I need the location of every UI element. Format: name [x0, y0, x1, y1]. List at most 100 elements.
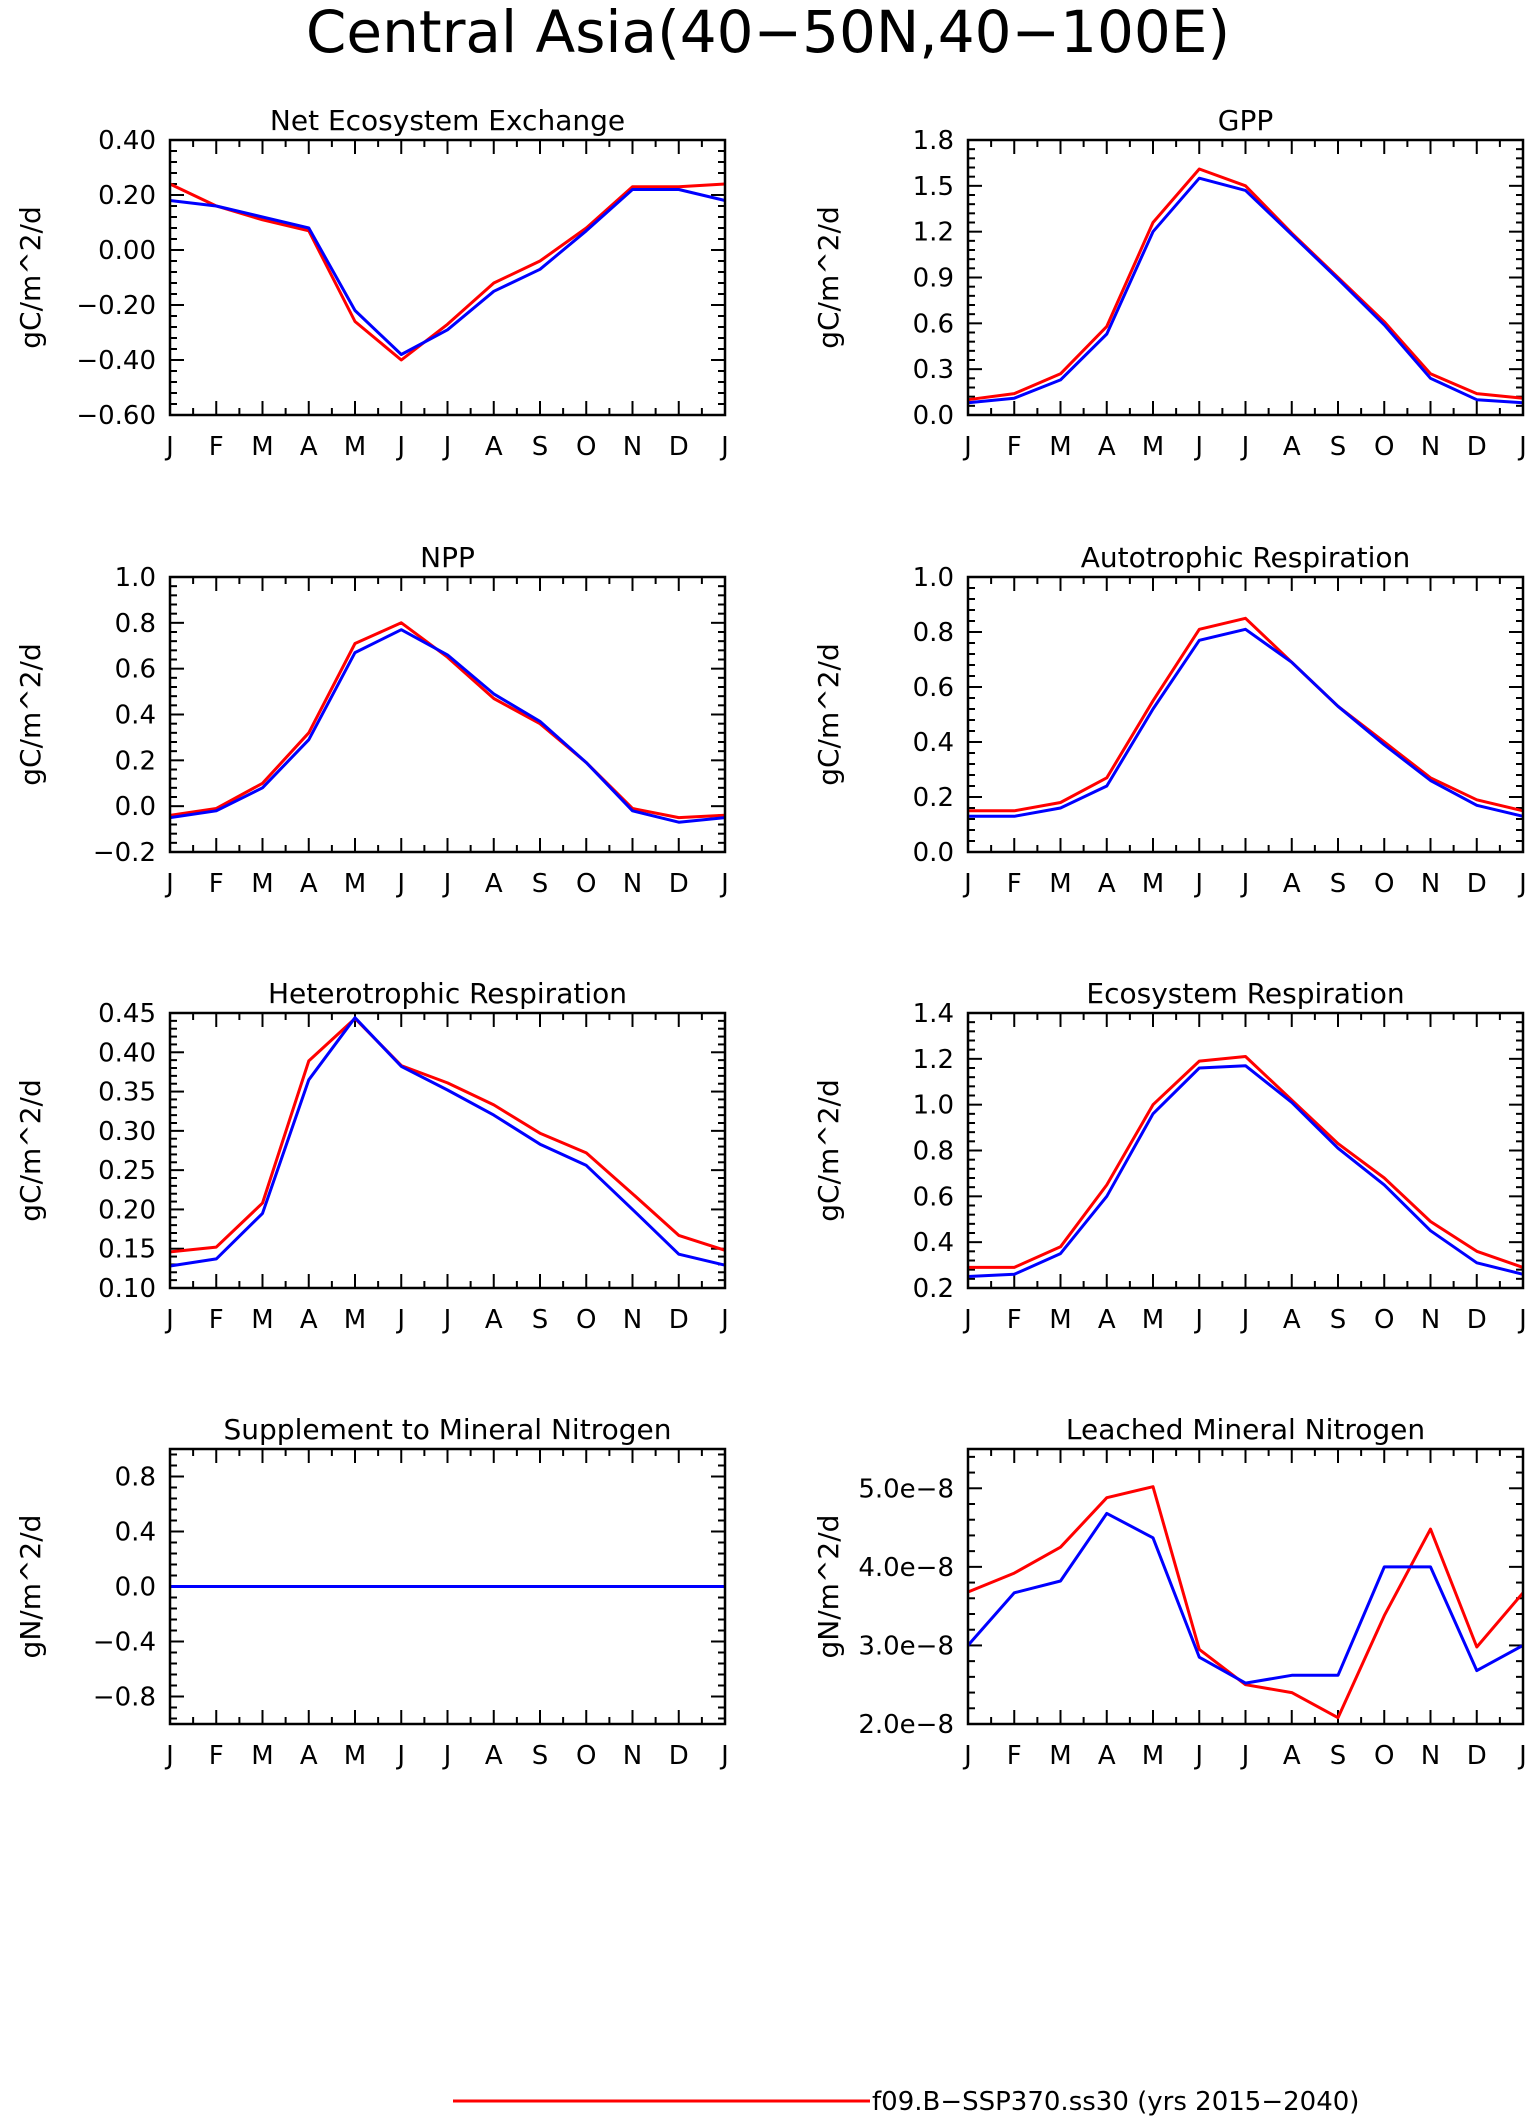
panel-title: NPP — [420, 541, 475, 574]
y-tick-label: 0.6 — [913, 673, 954, 703]
x-tick-label: J — [395, 432, 405, 462]
x-tick-label: A — [1098, 432, 1116, 462]
y-tick-label: 4.0e−8 — [858, 1553, 954, 1583]
x-tick-label: J — [442, 869, 452, 899]
plot-frame — [966, 1447, 1525, 1726]
x-tick-label: J — [1517, 1741, 1527, 1771]
x-tick-label: A — [485, 1305, 503, 1335]
x-tick-label: O — [576, 869, 596, 899]
x-tick-label: J — [962, 432, 972, 462]
x-tick-label: A — [300, 432, 318, 462]
y-tick-label: 1.5 — [913, 172, 954, 202]
x-tick-label: A — [300, 869, 318, 899]
y-tick-label: 0.4 — [913, 1228, 954, 1258]
y-tick-label: 0.20 — [98, 1195, 156, 1225]
plot-frame — [168, 1011, 727, 1290]
x-tick-label: F — [1007, 1305, 1022, 1335]
x-tick-label: D — [669, 869, 689, 899]
x-tick-label: J — [1240, 1305, 1250, 1335]
y-tick-label: 3.0e−8 — [858, 1631, 954, 1661]
x-tick-label: N — [1421, 1741, 1440, 1771]
y-tick-label: 0.4 — [913, 728, 954, 758]
y-tick-label: 1.0 — [913, 563, 954, 593]
x-tick-label: M — [1142, 1741, 1164, 1771]
y-axis-label: gC/m^2/d — [812, 643, 845, 786]
x-tick-label: M — [1142, 1305, 1164, 1335]
y-tick-label: 0.00 — [98, 236, 156, 266]
x-tick-label: A — [1283, 1305, 1301, 1335]
x-tick-label: N — [1421, 1305, 1440, 1335]
y-tick-label: 0.0 — [115, 792, 156, 822]
x-tick-label: S — [532, 432, 549, 462]
y-tick-label: 0.0 — [115, 1573, 156, 1603]
y-tick-label: 0.0 — [913, 838, 954, 868]
x-tick-label: O — [1374, 869, 1394, 899]
plot-frame — [168, 1447, 727, 1726]
panel-title: Ecosystem Respiration — [1086, 977, 1404, 1010]
x-tick-label: J — [1517, 432, 1527, 462]
y-tick-label: 0.6 — [115, 655, 156, 685]
y-tick-label: 0.2 — [913, 1274, 954, 1304]
x-tick-label: J — [719, 432, 729, 462]
x-tick-label: A — [1098, 1305, 1116, 1335]
x-tick-label: M — [344, 1305, 366, 1335]
x-tick-label: J — [962, 1305, 972, 1335]
x-tick-label: M — [251, 1741, 273, 1771]
x-tick-label: M — [251, 1305, 273, 1335]
x-tick-label: J — [1240, 432, 1250, 462]
panel-title: Net Ecosystem Exchange — [270, 104, 625, 137]
x-tick-label: J — [442, 432, 452, 462]
x-tick-label: M — [251, 432, 273, 462]
main-title: Central Asia(40−50N,40−100E) — [306, 0, 1230, 66]
x-tick-label: N — [623, 869, 642, 899]
x-tick-label: J — [719, 1741, 729, 1771]
legend: f09.B−SSP370.ss30 (yrs 2015−2040) — [453, 2087, 1359, 2117]
legend-red-label: f09.B−SSP370.ss30 (yrs 2015−2040) — [872, 2087, 1359, 2117]
plot-frame — [966, 138, 1525, 417]
x-tick-label: A — [1283, 432, 1301, 462]
x-tick-label: J — [164, 432, 174, 462]
x-tick-label: O — [1374, 1741, 1394, 1771]
x-tick-label: J — [1517, 1305, 1527, 1335]
x-tick-label: D — [1467, 869, 1487, 899]
x-tick-label: O — [1374, 1305, 1394, 1335]
x-tick-label: S — [532, 869, 549, 899]
series-line-red — [169, 182, 726, 362]
x-tick-label: J — [1193, 1741, 1203, 1771]
x-tick-label: M — [1049, 432, 1071, 462]
x-tick-label: M — [1049, 869, 1071, 899]
panel-title: Heterotrophic Respiration — [268, 977, 627, 1010]
x-tick-label: O — [576, 432, 596, 462]
y-tick-label: 0.3 — [913, 355, 954, 385]
x-tick-label: A — [485, 1741, 503, 1771]
x-tick-label: A — [300, 1305, 318, 1335]
y-tick-label: −0.20 — [76, 291, 156, 321]
series-line-red — [968, 616, 1524, 813]
y-tick-label: 0.40 — [98, 1038, 156, 1068]
x-tick-label: N — [1421, 432, 1440, 462]
y-tick-label: 5.0e−8 — [858, 1474, 954, 1504]
x-tick-label: A — [1098, 1741, 1116, 1771]
panel-title: GPP — [1218, 104, 1273, 137]
x-tick-label: A — [300, 1741, 318, 1771]
y-tick-label: −0.4 — [93, 1628, 156, 1658]
x-tick-label: F — [1007, 432, 1022, 462]
x-tick-label: M — [344, 1741, 366, 1771]
x-tick-label: M — [1049, 1741, 1071, 1771]
y-tick-label: 2.0e−8 — [858, 1710, 954, 1740]
x-tick-label: D — [1467, 432, 1487, 462]
y-tick-label: 0.35 — [98, 1078, 156, 1108]
plot-frame — [966, 575, 1525, 854]
panel-title: Autotrophic Respiration — [1081, 541, 1410, 574]
series-line-red — [169, 1017, 726, 1254]
y-tick-label: 1.4 — [913, 999, 954, 1029]
x-tick-label: F — [1007, 869, 1022, 899]
y-tick-label: 1.2 — [913, 1045, 954, 1075]
x-tick-label: F — [209, 869, 224, 899]
x-tick-label: J — [164, 1305, 174, 1335]
y-tick-label: 0.4 — [115, 701, 156, 731]
y-tick-label: −0.60 — [76, 401, 156, 431]
x-tick-label: J — [1193, 1305, 1203, 1335]
